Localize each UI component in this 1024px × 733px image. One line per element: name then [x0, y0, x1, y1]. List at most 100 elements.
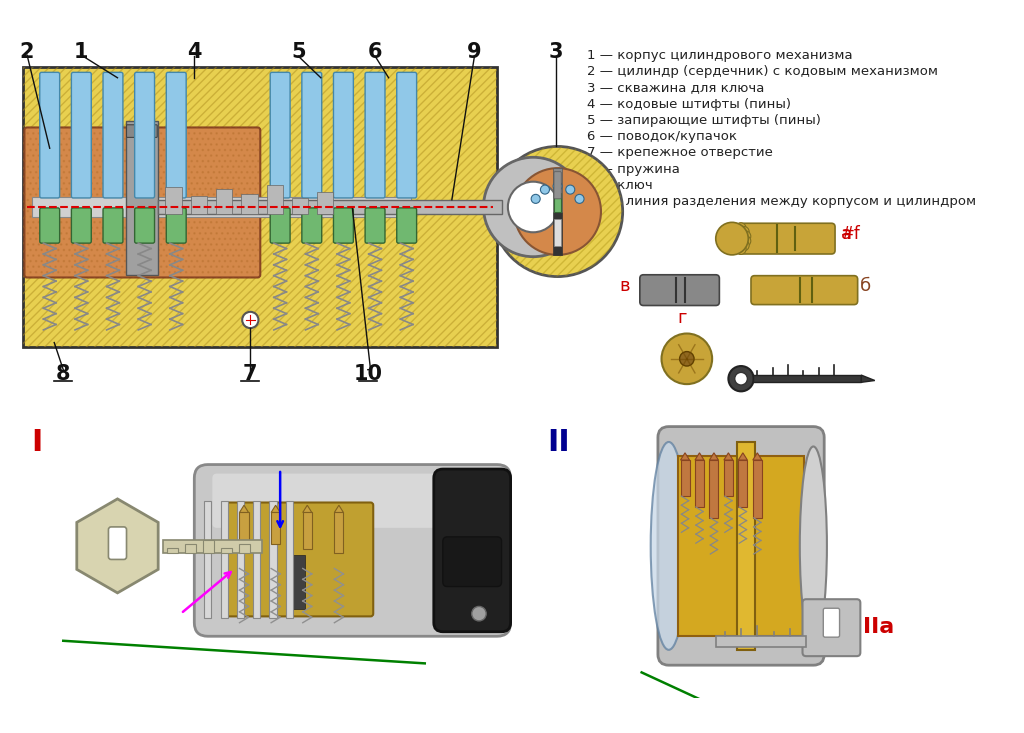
Text: б: б: [860, 276, 871, 295]
FancyBboxPatch shape: [334, 73, 353, 198]
Bar: [710, 460, 719, 518]
Text: 5: 5: [291, 42, 305, 62]
Bar: [753, 375, 861, 383]
FancyBboxPatch shape: [396, 208, 417, 243]
Bar: [695, 460, 705, 507]
Bar: [240, 544, 250, 553]
Circle shape: [728, 366, 754, 391]
Text: 9 — ключ: 9 — ключ: [588, 179, 653, 192]
Bar: [220, 501, 227, 618]
Text: 3 — скважина для ключа: 3 — скважина для ключа: [588, 81, 765, 95]
Circle shape: [531, 194, 541, 203]
Circle shape: [740, 235, 751, 246]
Bar: [23, 67, 497, 347]
FancyBboxPatch shape: [212, 474, 493, 528]
FancyBboxPatch shape: [25, 128, 260, 278]
Bar: [204, 540, 214, 553]
FancyBboxPatch shape: [40, 208, 59, 243]
Text: #f: #f: [841, 225, 860, 243]
FancyBboxPatch shape: [223, 503, 373, 616]
Bar: [724, 460, 733, 496]
FancyBboxPatch shape: [334, 208, 353, 243]
Bar: [553, 168, 562, 212]
Bar: [753, 460, 762, 518]
Bar: [23, 67, 497, 347]
FancyBboxPatch shape: [640, 275, 720, 306]
Text: 7: 7: [243, 364, 258, 384]
Text: г: г: [678, 309, 687, 327]
Bar: [553, 212, 562, 255]
Bar: [271, 512, 281, 544]
Circle shape: [735, 223, 746, 234]
Polygon shape: [710, 453, 719, 460]
FancyBboxPatch shape: [270, 208, 290, 243]
Bar: [292, 198, 308, 214]
Circle shape: [575, 194, 584, 203]
Bar: [678, 455, 804, 636]
Bar: [185, 544, 197, 553]
Polygon shape: [335, 505, 343, 512]
FancyBboxPatch shape: [434, 469, 511, 632]
Bar: [204, 501, 212, 618]
Bar: [242, 194, 258, 214]
FancyBboxPatch shape: [366, 73, 385, 198]
FancyBboxPatch shape: [803, 599, 860, 656]
Text: II: II: [547, 428, 569, 457]
Text: 10: 10: [353, 364, 382, 384]
Bar: [286, 501, 293, 618]
Text: 2: 2: [19, 42, 35, 62]
Text: 9: 9: [467, 42, 481, 62]
FancyBboxPatch shape: [751, 276, 858, 305]
Circle shape: [472, 606, 486, 621]
Ellipse shape: [800, 446, 827, 645]
FancyBboxPatch shape: [366, 208, 385, 243]
Text: 8: 8: [56, 364, 71, 384]
FancyBboxPatch shape: [302, 73, 322, 198]
FancyBboxPatch shape: [134, 73, 155, 198]
Bar: [253, 501, 260, 618]
Bar: [554, 194, 561, 212]
FancyBboxPatch shape: [166, 208, 186, 243]
Bar: [190, 196, 207, 214]
Circle shape: [514, 168, 601, 255]
Text: 10 — линия разделения между корпусом и цилиндром: 10 — линия разделения между корпусом и ц…: [588, 195, 977, 208]
Circle shape: [493, 147, 623, 276]
Polygon shape: [303, 505, 311, 512]
Text: в: в: [620, 276, 630, 295]
Bar: [716, 636, 806, 647]
Circle shape: [735, 243, 746, 254]
Bar: [221, 548, 232, 553]
FancyBboxPatch shape: [103, 208, 123, 243]
Text: 5 — запирающие штифты (пины): 5 — запирающие штифты (пины): [588, 114, 821, 127]
Bar: [167, 548, 178, 553]
Text: 1: 1: [74, 42, 89, 62]
Circle shape: [735, 372, 748, 385]
Circle shape: [483, 158, 583, 257]
Text: а: а: [841, 225, 852, 243]
Bar: [240, 512, 249, 539]
FancyBboxPatch shape: [270, 73, 290, 198]
Bar: [554, 218, 561, 246]
Text: 4: 4: [187, 42, 202, 62]
Bar: [269, 501, 276, 618]
FancyBboxPatch shape: [442, 537, 502, 586]
FancyBboxPatch shape: [103, 73, 123, 198]
FancyBboxPatch shape: [134, 208, 155, 243]
Text: 1 — корпус цилиндрового механизма: 1 — корпус цилиндрового механизма: [588, 49, 853, 62]
Text: 3: 3: [549, 42, 563, 62]
FancyBboxPatch shape: [195, 465, 511, 636]
Bar: [126, 121, 158, 275]
Circle shape: [738, 226, 750, 237]
Polygon shape: [695, 453, 705, 460]
FancyBboxPatch shape: [396, 73, 417, 198]
FancyBboxPatch shape: [657, 427, 824, 665]
Bar: [303, 512, 311, 548]
Bar: [736, 442, 755, 650]
Text: 6: 6: [368, 42, 382, 62]
Circle shape: [565, 185, 574, 194]
FancyBboxPatch shape: [72, 208, 91, 243]
Bar: [738, 460, 748, 507]
Text: IIa: IIa: [863, 617, 894, 637]
Circle shape: [680, 352, 694, 366]
Circle shape: [662, 334, 712, 384]
